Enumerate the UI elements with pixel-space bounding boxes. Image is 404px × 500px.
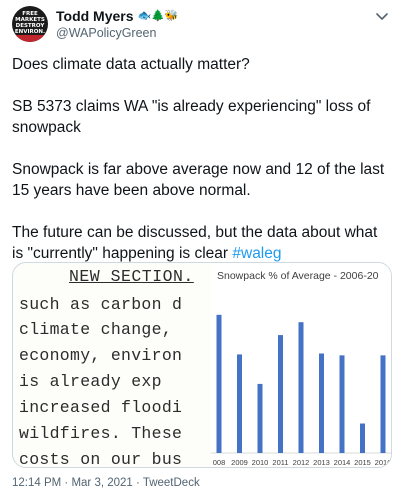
- bar-2008: [216, 314, 222, 453]
- avatar-text-3: DESTROY: [15, 23, 45, 29]
- bar-2015: [360, 423, 365, 453]
- tweet-paragraph-4: The future can be discussed, but the dat…: [12, 222, 392, 264]
- bar-2010: [257, 383, 263, 453]
- chart-title: Snowpack % of Average - 2006-20: [217, 270, 379, 282]
- bar-2009: [237, 354, 242, 453]
- bar-2011: [278, 335, 283, 453]
- x-tick-label: 2010: [252, 458, 269, 467]
- user-handle[interactable]: @WAPolicyGreen: [56, 26, 157, 40]
- bar-2013: [319, 353, 324, 453]
- tweet-paragraph-3: Snowpack is far above average now and 12…: [12, 161, 385, 199]
- document-image: NEW SECTION. such as carbon d climate ch…: [13, 263, 213, 468]
- avatar-text-4: ENVIRON.: [14, 29, 46, 35]
- name-emoji: 🐟🌲🐝: [137, 9, 179, 22]
- document-line: costs on our bus: [19, 450, 183, 468]
- hashtag-link[interactable]: #waleg: [232, 245, 282, 262]
- document-line: increased floodi: [19, 398, 183, 417]
- snowpack-chart: Snowpack % of Average - 2006-20 008 2009 2…: [211, 263, 392, 467]
- x-tick-label: 2009: [231, 458, 248, 467]
- chart-svg: Snowpack % of Average - 2006-20 008 2009 2…: [211, 270, 392, 467]
- x-tick-label: 2013: [313, 458, 330, 467]
- x-tick-label: 008: [213, 458, 226, 467]
- bar-2012: [298, 322, 304, 453]
- document-line: is already exp: [19, 372, 162, 391]
- document-line: economy, environ: [19, 346, 183, 365]
- document-line: climate change,: [19, 320, 173, 339]
- document-line: wildfires. These: [19, 424, 183, 443]
- tweet-text: Does climate data actually matter? SB 53…: [12, 54, 392, 264]
- tweet-meta[interactable]: 12:14 PM · Mar 3, 2021 · TweetDeck: [12, 477, 200, 489]
- avatar-text-1: FREE: [22, 11, 38, 17]
- tweet-media[interactable]: NEW SECTION. such as carbon d climate ch…: [12, 262, 392, 468]
- x-tick-label: 2015: [354, 458, 371, 467]
- document-line: such as carbon d: [19, 295, 183, 314]
- document-heading: NEW SECTION.: [69, 267, 194, 286]
- author-name-row[interactable]: Todd Myers 🐟🌲🐝: [56, 8, 179, 24]
- x-tick-label: 2014: [334, 458, 351, 467]
- x-tick-label: 2012: [293, 458, 310, 467]
- bar-2016: [380, 355, 386, 453]
- tweet-paragraph-2: SB 5373 claims WA "is already experienci…: [12, 98, 371, 136]
- x-tick-label: 2011: [272, 458, 288, 467]
- tweet-paragraph-4-text: The future can be discussed, but the dat…: [12, 224, 378, 262]
- tweet-paragraph-1: Does climate data actually matter?: [12, 56, 250, 73]
- display-name[interactable]: Todd Myers: [56, 8, 134, 24]
- chevron-down-icon[interactable]: [372, 6, 392, 26]
- x-tick-label: 2016: [375, 458, 392, 467]
- avatar[interactable]: FREE MARKETS DESTROY ENVIRON.: [12, 6, 48, 42]
- avatar-text-2: MARKETS: [15, 17, 45, 23]
- bar-2014: [339, 355, 345, 453]
